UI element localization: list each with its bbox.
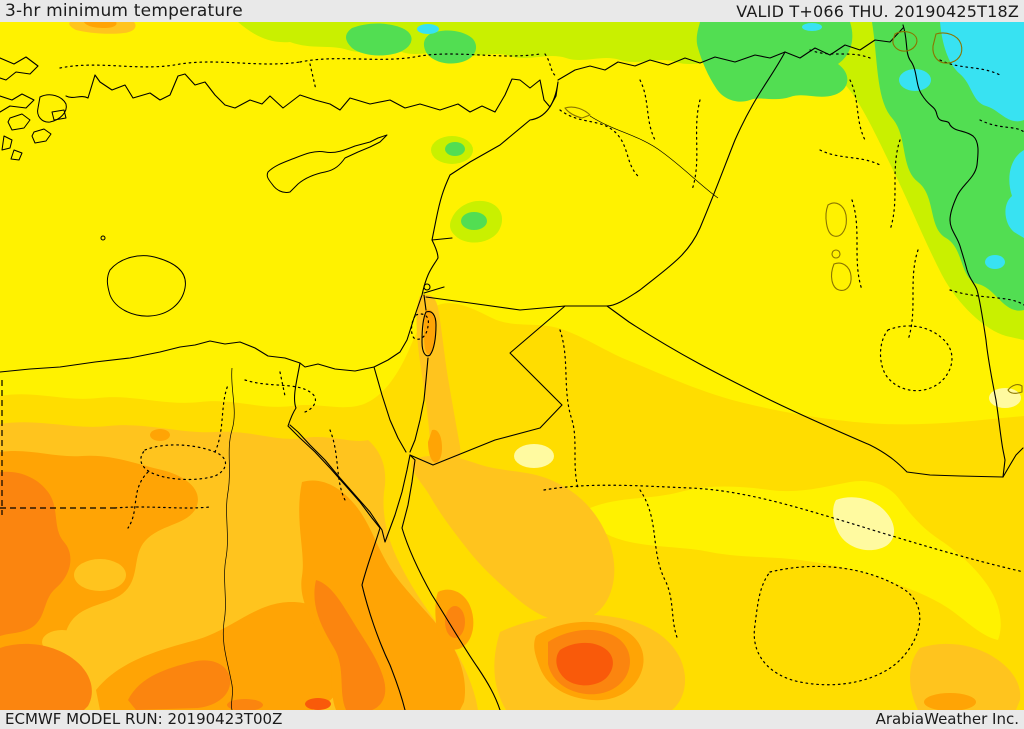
- islands: [1, 94, 388, 317]
- egypt-israel-border: [373, 366, 407, 453]
- temp-spot-orange-rift-1: [424, 309, 436, 355]
- turkey-levant-egypt-coast: [0, 73, 559, 373]
- temp-spot-cyan-3: [802, 23, 822, 31]
- admin-boundaries: [59, 49, 1024, 686]
- dashed-boundaries: [0, 380, 115, 515]
- temp-band-deep-orange-sw-corner: [0, 643, 92, 710]
- map-canvas: [0, 22, 1024, 710]
- branding-label: ArabiaWeather Inc.: [875, 710, 1019, 728]
- rivers: [222, 115, 719, 710]
- temp-spot-pale-yellow-2: [514, 444, 554, 468]
- rhodes-island: [37, 94, 67, 123]
- temp-spot-cyan-2: [417, 24, 439, 34]
- temp-spot-green-taurus-west: [346, 23, 412, 56]
- temp-spot-cyan-4: [985, 255, 1005, 269]
- temp-spot-deep-orange-nile: [445, 606, 465, 638]
- temperature-bands: [0, 22, 1024, 710]
- sea-of-galilee: [423, 283, 431, 291]
- kuwait-border: [1002, 447, 1024, 478]
- suez-canal-gulf: [287, 362, 406, 710]
- gulf-inlet-detail: [1007, 384, 1023, 394]
- footer-bar: ECMWF MODEL RUN: 20190423T00Z ArabiaWeat…: [0, 710, 1024, 729]
- temp-band-cyan-right-edge: [1005, 150, 1024, 238]
- aegean-island-1: [7, 113, 31, 131]
- model-run-label: ECMWF MODEL RUN: 20190423T00Z: [5, 710, 283, 728]
- sinai-aqaba-coast: [289, 424, 501, 710]
- lake-razzaza: [830, 262, 852, 291]
- temp-spot-green-taurus-east: [423, 30, 477, 64]
- nile-river: [222, 367, 235, 710]
- aegean-island-2: [31, 128, 52, 144]
- temp-band-amber-se-corner: [910, 643, 1021, 710]
- country-borders: [373, 24, 1024, 478]
- temp-spot-green-lebanon-core: [461, 212, 487, 230]
- lake-habbaniyah: [831, 249, 841, 259]
- lake-tharthar: [825, 202, 847, 237]
- temp-spot-amber-sinai: [328, 454, 372, 486]
- temp-spot-orange-rift-2: [428, 429, 442, 463]
- temp-core-red-orange-nile: [305, 698, 331, 710]
- euphrates-river: [589, 115, 719, 199]
- syria-iraq-border: [564, 51, 786, 307]
- temp-spot-cyan-1: [899, 69, 931, 91]
- temp-spot-green-east-anatolia: [696, 22, 853, 102]
- map-title: 3-hr minimum temperature: [5, 1, 243, 21]
- temp-band-yellow-tongue-se: [589, 480, 1001, 640]
- iraq-iran-border: [902, 24, 1006, 478]
- rift-lakes: [421, 283, 437, 357]
- aegean-island-5: [10, 149, 23, 161]
- temp-band-amber-nw-saudi: [411, 455, 615, 622]
- temp-spot-pale-yellow-1: [833, 497, 895, 551]
- temp-spot-orange-top-left: [84, 22, 117, 28]
- header-bar: 3-hr minimum temperature VALID T+066 THU…: [0, 0, 1024, 22]
- temp-spot-amber-hole-2: [42, 630, 82, 654]
- lebanon-borders: [423, 237, 453, 294]
- turkey-iraq-border: [784, 27, 904, 59]
- crete-island: [106, 255, 186, 317]
- lake-van: [892, 31, 918, 52]
- temp-spot-orange-delta: [150, 429, 170, 441]
- temp-spot-orange-se: [924, 693, 976, 710]
- jordan-rift-line: [409, 294, 429, 453]
- iraq-saudi-border: [606, 305, 1004, 478]
- temp-band-deep-orange-red-sea: [314, 580, 386, 710]
- dead-sea: [421, 311, 437, 357]
- aegean-island-3: [51, 109, 67, 121]
- temp-core-red-orange: [556, 642, 613, 686]
- jordan-saudi-border: [409, 305, 566, 466]
- valid-time-label: VALID T+066 THU. 20190425T18Z: [736, 2, 1019, 21]
- temp-band-deep-orange-west: [0, 471, 71, 636]
- temp-spot-amber-hole-1: [74, 559, 126, 591]
- temp-spot-deep-orange-bottom: [227, 699, 263, 710]
- cyprus-island: [266, 134, 388, 193]
- turkey-syria-border: [557, 51, 786, 81]
- forecast-map: [0, 22, 1024, 710]
- lake-urmia: [932, 32, 963, 64]
- temp-spot-green-latakia-core: [445, 142, 465, 156]
- aegean-island-4: [1, 135, 13, 151]
- temp-band-deep-orange-south: [128, 660, 231, 710]
- temp-band-cyan-ne-corner: [940, 22, 1024, 122]
- aegean-coast-fragments: [0, 56, 39, 113]
- syria-jordan-border: [425, 296, 566, 311]
- coastlines: [0, 56, 559, 710]
- small-island-dot: [100, 235, 106, 241]
- lake-assad: [564, 106, 591, 119]
- lakes: [564, 31, 1023, 394]
